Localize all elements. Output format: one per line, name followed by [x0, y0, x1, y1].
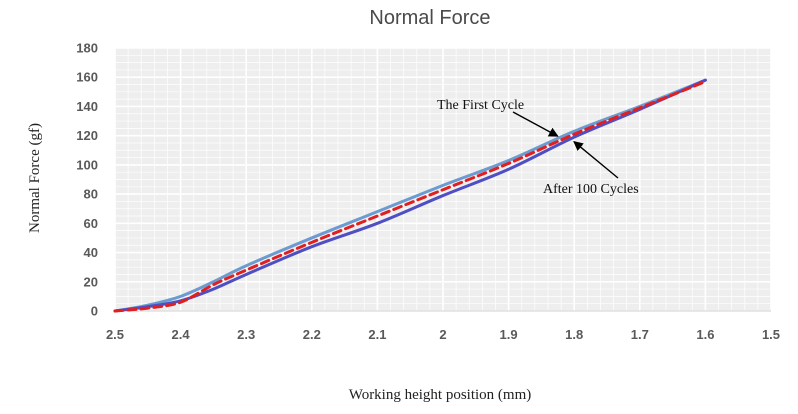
x-tick-label: 1.9: [500, 327, 518, 342]
y-tick-label: 160: [76, 70, 98, 85]
chart-title: Normal Force: [369, 7, 490, 29]
y-tick-label: 40: [84, 245, 98, 260]
y-tick-label: 100: [76, 157, 98, 172]
x-tick-label: 2.5: [106, 327, 124, 342]
y-tick-label: 60: [84, 216, 98, 231]
x-axis-label: Working height position (mm): [349, 387, 532, 403]
x-tick-label: 1.5: [762, 327, 780, 342]
y-tick-label: 120: [76, 128, 98, 143]
series-lines: [113, 78, 707, 313]
y-tick-label: 80: [84, 187, 98, 202]
annotations: The First Cycle After 100 Cycles: [437, 98, 639, 197]
x-tick-label: 2: [439, 327, 446, 342]
y-tick-label: 180: [76, 41, 98, 56]
x-tick-label: 2.4: [172, 327, 191, 342]
annotation-after-100-cycles: After 100 Cycles: [543, 182, 639, 197]
y-tick-label: 140: [76, 99, 98, 114]
x-tick-label: 1.7: [631, 327, 649, 342]
x-tick-label: 2.2: [303, 327, 321, 342]
series-line-3: [113, 80, 707, 313]
annotation-arrow-after-100-cycles: [573, 140, 619, 179]
x-tick-label: 2.1: [368, 327, 386, 342]
gridlines: [114, 47, 772, 312]
y-tick-label: 0: [91, 304, 98, 319]
y-axis-label: Normal Force (gf): [27, 123, 43, 233]
x-tick-label: 1.6: [696, 327, 714, 342]
x-tick-label: 1.8: [565, 327, 583, 342]
series-line-1: [113, 78, 707, 313]
x-tick-label: 2.3: [237, 327, 255, 342]
y-tick-label: 20: [84, 274, 98, 289]
annotation-first-cycle: The First Cycle: [437, 98, 524, 113]
annotation-arrow-first-cycle: [512, 111, 559, 137]
tick-labels: 0 20 40 60 80 100 120 140 160 180 2.5 2.4 2.3 2.2 2.1 2…: [76, 41, 780, 343]
